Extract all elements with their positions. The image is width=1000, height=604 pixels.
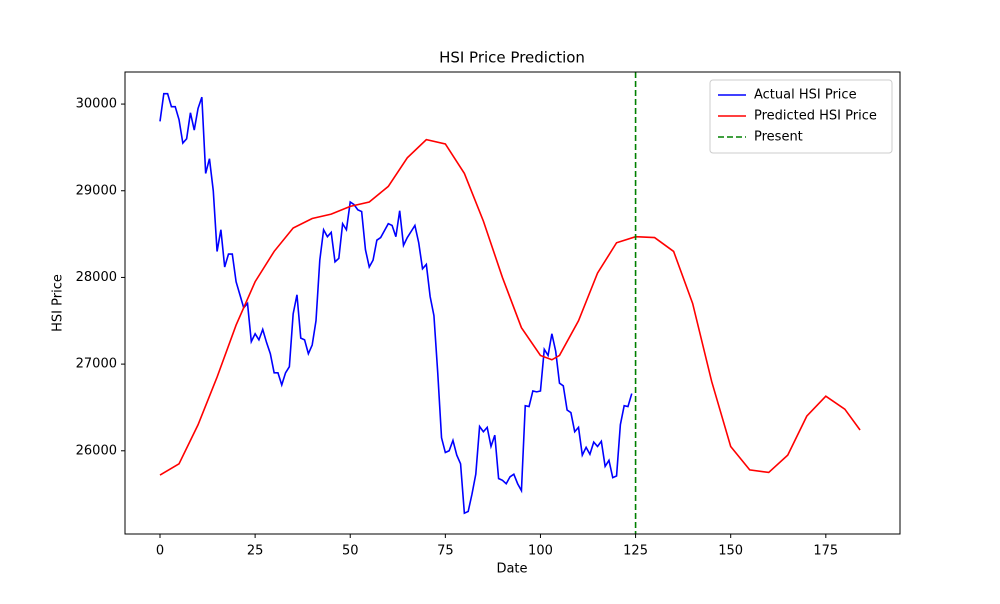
data-line	[159, 92, 633, 515]
x-tick-label: 175	[813, 544, 838, 559]
legend: Actual HSI Price Predicted HSI Price Prese…	[709, 79, 893, 154]
y-tick-label: 30000	[76, 97, 117, 112]
legend-label: Predicted HSI Price	[754, 109, 877, 124]
x-axis-label: Date	[496, 562, 527, 577]
x-tick-label: 100	[528, 544, 553, 559]
y-tick-label: 28000	[76, 270, 117, 285]
chart-title: HSI Price Prediction	[439, 49, 585, 67]
legend-label: Present	[754, 130, 803, 145]
x-tick-label: 0	[156, 544, 164, 559]
x-tick-label: 25	[247, 544, 264, 559]
plot-frame	[124, 71, 901, 535]
legend-label: Actual HSI Price	[754, 88, 857, 103]
y-tick-label: 29000	[76, 183, 117, 198]
x-tick-label: 75	[437, 544, 454, 559]
x-tick-label: 50	[342, 544, 359, 559]
legend-box	[709, 79, 893, 154]
y-tick-label: 27000	[76, 357, 117, 372]
x-tick-label: 125	[623, 544, 648, 559]
x-tick-label: 150	[718, 544, 743, 559]
y-tick-label: 26000	[76, 443, 117, 458]
data-line	[159, 138, 861, 476]
y-axis-label: HSI Price	[51, 274, 66, 332]
